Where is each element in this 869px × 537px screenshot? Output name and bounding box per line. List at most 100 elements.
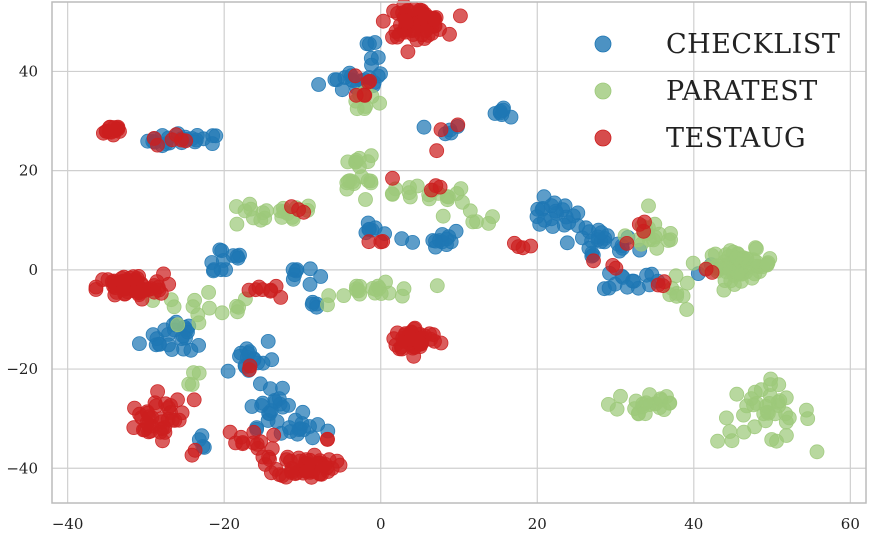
data-point <box>749 241 764 257</box>
data-point <box>168 127 184 143</box>
data-point <box>361 221 377 237</box>
data-point <box>398 13 414 29</box>
data-point <box>348 87 364 103</box>
data-point <box>229 304 245 320</box>
data-point <box>310 417 326 432</box>
legend-label: TESTAUG <box>666 123 806 154</box>
data-point <box>150 279 166 295</box>
data-point <box>347 68 363 84</box>
data-point <box>360 173 376 189</box>
legend-label: CHECKLIST <box>666 29 840 60</box>
data-point <box>698 261 714 277</box>
data-point <box>131 285 147 301</box>
data-point <box>668 268 684 284</box>
data-point <box>619 235 635 251</box>
data-point <box>400 44 416 60</box>
data-point <box>515 240 531 256</box>
data-point <box>249 436 265 452</box>
data-point <box>184 447 200 463</box>
x-axis-ticks: −40 −20 0 20 40 60 <box>52 515 860 533</box>
data-point <box>260 333 276 349</box>
data-point <box>440 192 455 208</box>
data-point <box>481 215 497 231</box>
data-point <box>113 274 129 290</box>
data-point <box>304 296 320 312</box>
data-point <box>736 407 751 423</box>
legend-label: PARATEST <box>666 76 818 107</box>
data-point <box>450 117 466 133</box>
data-point <box>679 302 695 317</box>
data-point <box>242 196 258 212</box>
data-point <box>220 363 236 379</box>
data-point <box>191 337 207 353</box>
data-point <box>214 305 230 321</box>
y-axis-ticks: −40 −20 0 20 40 <box>6 62 38 477</box>
data-point <box>103 124 119 140</box>
data-point <box>747 419 762 435</box>
data-point <box>251 279 267 295</box>
data-point <box>367 35 383 50</box>
data-point <box>313 269 329 284</box>
legend: CHECKLIST PARATEST TESTAUG <box>594 29 840 154</box>
data-point <box>266 427 282 443</box>
data-point <box>386 331 402 347</box>
x-tick-label: 60 <box>841 515 860 533</box>
data-point <box>201 300 217 316</box>
data-point <box>428 233 443 249</box>
x-tick-label: 0 <box>376 515 386 533</box>
data-point <box>655 278 671 294</box>
data-point <box>255 395 271 411</box>
data-point <box>809 444 825 460</box>
data-point <box>154 414 170 430</box>
data-point <box>208 128 224 144</box>
data-point <box>394 341 410 357</box>
data-point <box>402 189 418 205</box>
data-point <box>340 173 356 189</box>
data-point <box>201 284 217 300</box>
data-point <box>284 199 299 215</box>
data-point <box>385 170 400 186</box>
legend-marker <box>594 82 612 100</box>
data-point <box>384 186 400 202</box>
data-point <box>675 288 691 304</box>
data-point <box>319 460 335 476</box>
data-point <box>363 148 379 164</box>
data-point <box>394 231 410 247</box>
data-point <box>637 406 653 422</box>
data-point <box>285 262 301 278</box>
data-point <box>428 178 444 194</box>
y-tick-label: −20 <box>6 360 38 378</box>
data-point <box>186 392 202 408</box>
data-point <box>375 13 391 29</box>
data-point <box>336 288 352 304</box>
data-point <box>320 431 335 447</box>
data-point <box>435 208 451 224</box>
data-point <box>373 286 389 301</box>
data-point <box>544 211 559 227</box>
data-point <box>151 336 167 352</box>
data-point <box>178 330 193 346</box>
data-point <box>453 181 469 197</box>
data-point <box>660 233 676 248</box>
data-point <box>613 388 628 404</box>
data-point <box>433 122 449 138</box>
data-point <box>170 392 185 408</box>
data-point <box>205 263 221 279</box>
data-point <box>396 281 412 297</box>
data-point <box>351 150 367 166</box>
data-point <box>406 1 422 17</box>
legend-marker <box>594 129 612 147</box>
data-point <box>386 3 402 19</box>
series-testaug <box>88 0 720 485</box>
data-point <box>728 250 744 266</box>
data-point <box>452 8 468 24</box>
data-point <box>769 433 784 449</box>
data-point <box>229 216 245 232</box>
data-point <box>358 192 373 207</box>
data-point <box>242 358 258 374</box>
data-point <box>749 395 764 411</box>
x-tick-label: −40 <box>52 515 84 533</box>
data-point <box>729 386 745 402</box>
y-tick-label: 40 <box>19 62 38 80</box>
